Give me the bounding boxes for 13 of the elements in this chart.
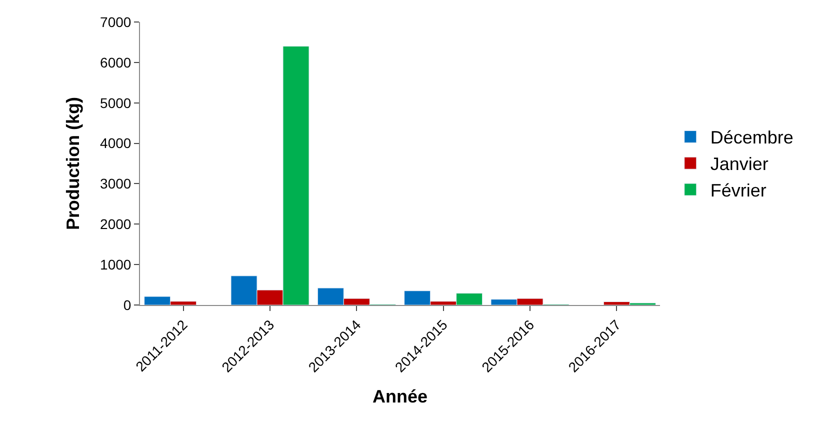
y-tick-label: 4000 xyxy=(100,135,132,152)
y-tick-label: 7000 xyxy=(100,14,132,30)
x-axis-title: Année xyxy=(372,386,428,406)
y-tick-label: 3000 xyxy=(100,176,132,192)
y-tick-label: 1000 xyxy=(100,256,132,272)
y-tick-label: 6000 xyxy=(100,54,132,70)
legend-label: Décembre xyxy=(710,128,794,148)
y-axis-title: Production (kg) xyxy=(63,97,84,230)
legend-label: Février xyxy=(710,180,766,201)
y-tick-label: 0 xyxy=(123,296,132,313)
y-tick-label: 2000 xyxy=(100,216,132,232)
legend-label: Janvier xyxy=(710,154,768,174)
y-tick-label: 5000 xyxy=(100,94,132,111)
